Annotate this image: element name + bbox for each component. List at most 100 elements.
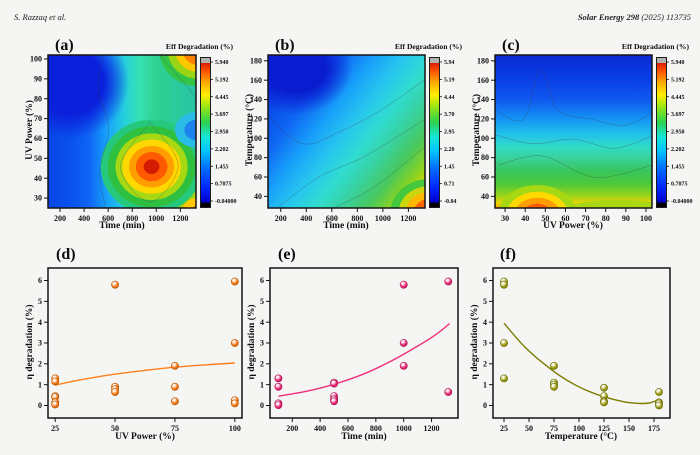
svg-text:50: 50 — [34, 154, 42, 163]
panel-label-e: (e) — [278, 246, 296, 263]
panel-label-c: (c) — [502, 37, 520, 54]
svg-text:2: 2 — [483, 359, 487, 368]
svg-text:70: 70 — [34, 114, 42, 123]
svg-text:-0.04: -0.04 — [444, 199, 457, 205]
svg-text:5: 5 — [483, 297, 487, 306]
data-point — [550, 378, 558, 387]
panel-label-b: (b) — [275, 37, 295, 54]
data-point — [274, 401, 283, 409]
trend-line-e — [278, 323, 451, 397]
svg-text:1: 1 — [260, 380, 264, 389]
colorbar-a — [200, 57, 211, 208]
svg-text:4.44: 4.44 — [444, 95, 455, 101]
data-point — [274, 382, 283, 391]
data-point — [51, 400, 60, 409]
svg-text:2: 2 — [260, 359, 264, 368]
ylabel-d: η degradation (%) — [25, 304, 35, 380]
svg-text:25: 25 — [51, 424, 59, 433]
svg-text:40: 40 — [34, 174, 42, 183]
svg-text:0.7075: 0.7075 — [671, 182, 688, 188]
svg-text:5.940: 5.940 — [671, 60, 685, 66]
data-point — [444, 277, 453, 286]
contour-plot-c — [495, 55, 652, 208]
svg-text:3: 3 — [483, 339, 487, 348]
data-point — [550, 361, 558, 370]
data-point — [600, 397, 608, 406]
xlabel-f: Temperature (°C) — [544, 432, 618, 442]
xlabel-c: UV Power (%) — [543, 221, 603, 231]
data-point — [330, 378, 338, 387]
svg-text:80: 80 — [481, 153, 489, 162]
trend-line-d — [55, 362, 235, 386]
data-point — [330, 392, 338, 400]
data-point — [600, 398, 608, 407]
xlabel-a: Time (min) — [99, 221, 145, 231]
data-point — [500, 277, 508, 286]
svg-text:1.455: 1.455 — [215, 164, 229, 170]
xlabel-d: UV Power (%) — [115, 432, 175, 442]
data-point — [399, 280, 408, 289]
ylabel-a: UV Power (%) — [25, 100, 35, 160]
data-point — [655, 388, 663, 396]
data-point — [230, 396, 239, 405]
data-point — [51, 393, 60, 402]
svg-text:3: 3 — [38, 339, 42, 348]
svg-text:-0.04000: -0.04000 — [671, 199, 693, 205]
svg-text:2.20: 2.20 — [444, 147, 455, 153]
data-point — [170, 397, 179, 406]
svg-text:80: 80 — [254, 153, 262, 162]
svg-text:5: 5 — [260, 297, 264, 306]
svg-text:1: 1 — [483, 380, 487, 389]
svg-text:6: 6 — [260, 276, 264, 285]
journal-issue: (2025) 113735 — [639, 12, 691, 22]
ylabel-e: η degradation (%) — [247, 304, 257, 380]
running-author: S. Razzaq et al. — [14, 12, 67, 22]
svg-text:6: 6 — [38, 276, 42, 285]
contour-plot-b — [268, 55, 425, 208]
svg-text:5.192: 5.192 — [671, 77, 685, 83]
data-point — [51, 398, 60, 407]
svg-text:100: 100 — [229, 424, 241, 433]
svg-text:80: 80 — [34, 94, 42, 103]
data-point — [655, 401, 663, 410]
data-point — [550, 382, 558, 391]
panel-label-a: (a) — [55, 37, 74, 54]
xlabel-e: Time (min) — [341, 432, 387, 442]
colorbar-b — [429, 57, 440, 208]
svg-text:1: 1 — [38, 380, 42, 389]
svg-text:4: 4 — [38, 318, 42, 327]
svg-text:3.697: 3.697 — [671, 112, 685, 118]
svg-text:90: 90 — [34, 74, 42, 83]
svg-text:0.71: 0.71 — [444, 182, 455, 188]
svg-text:25: 25 — [500, 424, 508, 433]
trend-line-f — [503, 322, 660, 405]
data-point — [399, 361, 408, 370]
data-point — [500, 339, 508, 347]
svg-text:40: 40 — [254, 192, 262, 201]
colorbar-title-c: Eff Degradation (%) — [621, 42, 689, 51]
svg-text:2.950: 2.950 — [671, 130, 685, 136]
svg-text:4: 4 — [260, 318, 264, 327]
svg-text:4.445: 4.445 — [671, 95, 685, 101]
svg-text:5.940: 5.940 — [215, 60, 229, 66]
data-point — [550, 380, 558, 389]
svg-text:60: 60 — [34, 134, 42, 143]
svg-text:3: 3 — [260, 339, 264, 348]
ylabel-b: Temperature (°C) — [245, 93, 255, 167]
xlabel-b: Time (min) — [323, 221, 369, 231]
data-point — [111, 382, 119, 391]
svg-text:5.19: 5.19 — [444, 77, 455, 83]
journal-name: Solar Energy 298 — [577, 12, 640, 22]
svg-text:4.445: 4.445 — [215, 95, 229, 101]
svg-text:60: 60 — [254, 173, 262, 182]
data-point — [500, 374, 508, 383]
data-point — [274, 374, 283, 383]
svg-text:2.202: 2.202 — [215, 147, 229, 153]
svg-text:1.45: 1.45 — [444, 164, 455, 170]
svg-text:0: 0 — [38, 401, 42, 410]
data-point — [51, 377, 60, 386]
data-point — [655, 398, 663, 407]
data-point — [230, 399, 239, 408]
